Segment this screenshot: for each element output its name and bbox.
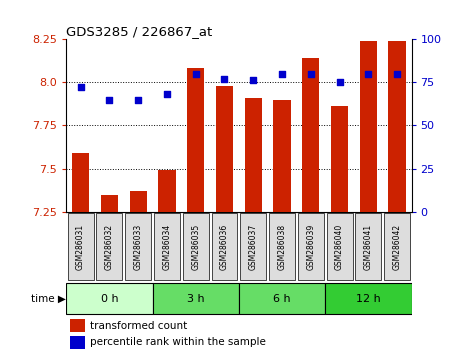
Text: GSM286039: GSM286039 [307, 223, 315, 270]
Text: GSM286035: GSM286035 [191, 223, 200, 270]
Bar [245, 98, 262, 212]
FancyBboxPatch shape [327, 213, 352, 280]
Point [365, 71, 372, 76]
FancyBboxPatch shape [355, 213, 381, 280]
Point [192, 71, 200, 76]
Bar [331, 107, 348, 212]
FancyBboxPatch shape [269, 213, 295, 280]
Point [221, 76, 228, 81]
Point [336, 79, 343, 85]
Text: 12 h: 12 h [356, 293, 381, 303]
Text: GSM286033: GSM286033 [134, 223, 143, 270]
Text: time ▶: time ▶ [31, 293, 66, 303]
Bar [70, 319, 85, 332]
Text: 3 h: 3 h [187, 293, 204, 303]
FancyBboxPatch shape [384, 213, 410, 280]
Text: GSM286038: GSM286038 [278, 224, 287, 270]
Text: GSM286040: GSM286040 [335, 223, 344, 270]
Bar [187, 68, 204, 212]
Point [278, 71, 286, 76]
FancyBboxPatch shape [211, 213, 237, 280]
Text: percentile rank within the sample: percentile rank within the sample [90, 337, 266, 347]
Text: GSM286041: GSM286041 [364, 224, 373, 270]
Text: GSM286031: GSM286031 [76, 224, 85, 270]
Point [134, 97, 142, 102]
Text: GSM286034: GSM286034 [162, 223, 171, 270]
Bar [72, 153, 89, 212]
Text: transformed count: transformed count [90, 320, 188, 331]
FancyBboxPatch shape [298, 213, 324, 280]
FancyBboxPatch shape [325, 283, 412, 314]
Point [105, 97, 113, 102]
Point [77, 85, 84, 90]
Bar [130, 191, 147, 212]
Bar [359, 41, 377, 212]
Point [307, 71, 315, 76]
Text: 6 h: 6 h [273, 293, 291, 303]
Text: GSM286032: GSM286032 [105, 224, 114, 270]
FancyBboxPatch shape [66, 283, 152, 314]
Bar [158, 171, 175, 212]
Point [394, 71, 401, 76]
Text: 0 h: 0 h [101, 293, 118, 303]
Bar [388, 41, 406, 212]
FancyBboxPatch shape [183, 213, 209, 280]
Bar [216, 86, 233, 212]
FancyBboxPatch shape [240, 213, 266, 280]
Bar [70, 336, 85, 349]
FancyBboxPatch shape [152, 283, 239, 314]
Text: GSM286037: GSM286037 [249, 223, 258, 270]
Point [163, 91, 171, 97]
Bar [101, 195, 118, 212]
FancyBboxPatch shape [125, 213, 151, 280]
Text: GSM286042: GSM286042 [393, 224, 402, 270]
Text: GDS3285 / 226867_at: GDS3285 / 226867_at [66, 25, 212, 38]
FancyBboxPatch shape [239, 283, 325, 314]
Text: GSM286036: GSM286036 [220, 223, 229, 270]
FancyBboxPatch shape [68, 213, 94, 280]
Bar [302, 58, 319, 212]
Point [249, 78, 257, 83]
FancyBboxPatch shape [96, 213, 123, 280]
FancyBboxPatch shape [154, 213, 180, 280]
Bar [273, 99, 290, 212]
